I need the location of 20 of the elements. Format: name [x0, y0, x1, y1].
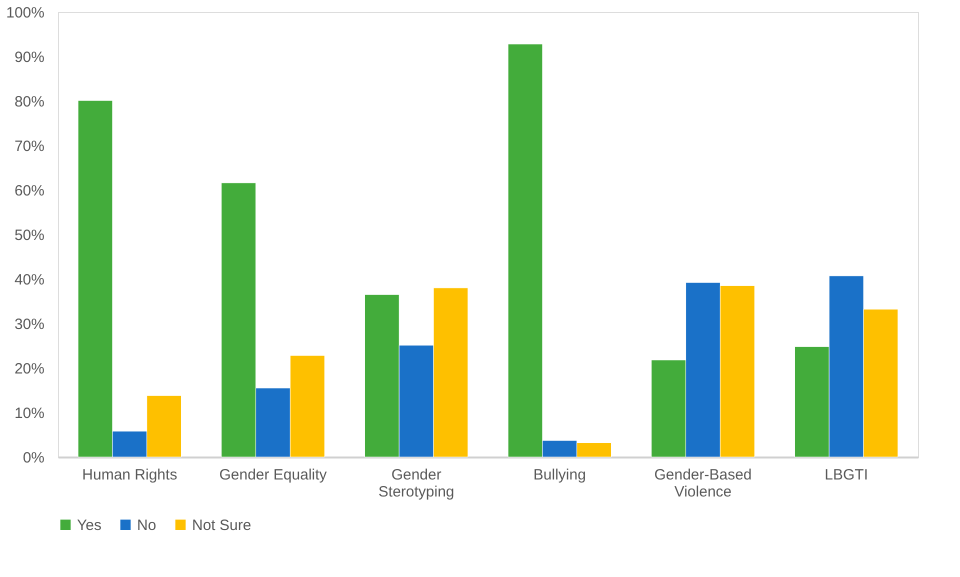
legend-label: Yes — [77, 516, 102, 534]
y-tick-label: 10% — [14, 405, 44, 422]
y-tick-label: 80% — [14, 94, 44, 110]
x-tick-label: Bullying — [533, 466, 586, 484]
y-tick-label: 60% — [14, 182, 44, 200]
y-tick-label: 40% — [14, 272, 44, 288]
x-tick-label: Gender Equality — [219, 466, 328, 484]
y-tick-label: 30% — [14, 316, 44, 333]
x-tick-label: LBGTI — [824, 466, 868, 484]
y-tick-label: 0% — [22, 450, 44, 466]
legend-label: Not Sure — [192, 516, 252, 534]
x-tick-label: Gender-Based Violence — [654, 466, 752, 500]
y-tick-label: 90% — [14, 49, 44, 66]
y-tick-label: 100% — [6, 4, 44, 22]
x-tick-label: Gender Sterotyping — [378, 466, 454, 500]
y-tick-label: 20% — [14, 360, 44, 378]
y-tick-label: 50% — [14, 227, 44, 244]
y-tick-label: 70% — [14, 138, 44, 155]
legend-label: No — [137, 516, 156, 534]
x-tick-label: Human Rights — [82, 466, 178, 484]
